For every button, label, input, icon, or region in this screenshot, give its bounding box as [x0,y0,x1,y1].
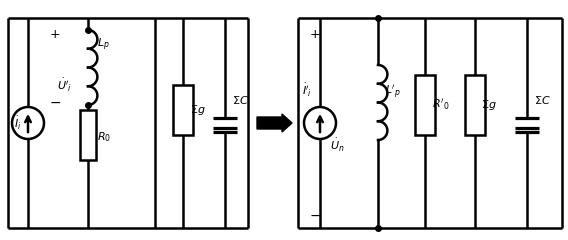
Text: $+$: $+$ [310,29,320,42]
Text: $\Sigma C$: $\Sigma C$ [534,94,551,106]
Text: $R'_0$: $R'_0$ [432,98,449,112]
Text: $\dot{U}'_i$: $\dot{U}'_i$ [57,77,72,94]
FancyArrow shape [257,114,292,132]
Bar [173,85,193,135]
Text: $\Sigma g$: $\Sigma g$ [481,98,496,112]
Bar [465,75,485,135]
Bar [415,75,435,135]
Text: $\Sigma g$: $\Sigma g$ [190,103,206,117]
Text: $L_p$: $L_p$ [97,37,110,53]
Text: $\dot{I}'_i$: $\dot{I}'_i$ [302,81,312,99]
Circle shape [12,107,44,139]
Text: $R_0$: $R_0$ [97,130,111,144]
Circle shape [304,107,336,139]
Text: $\Sigma C$: $\Sigma C$ [232,94,249,106]
Text: $+$: $+$ [49,29,61,42]
Text: $-$: $-$ [309,208,321,222]
Text: $-$: $-$ [49,95,61,109]
Text: $\dot{I}_i$: $\dot{I}_i$ [14,114,22,132]
Text: $L'_p$: $L'_p$ [385,83,401,101]
Bar [80,110,96,160]
Text: $\dot{U}_n$: $\dot{U}_n$ [330,137,345,154]
